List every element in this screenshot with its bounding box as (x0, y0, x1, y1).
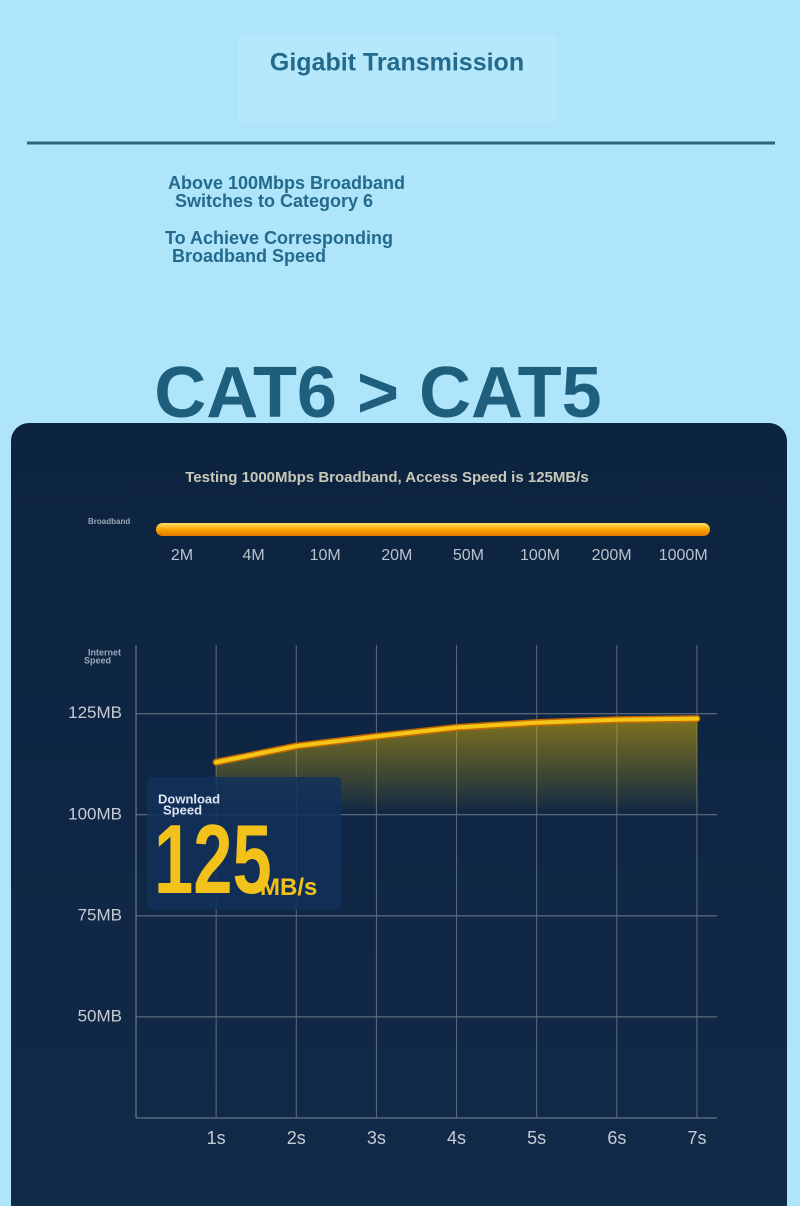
broadband-tick: 20M (381, 547, 412, 564)
title: Gigabit Transmission (270, 49, 524, 77)
note-line: Broadband Speed (172, 246, 326, 266)
broadband-tick: 200M (592, 547, 632, 564)
headline: CAT6 > CAT5 (154, 353, 601, 433)
y-axis-label: Internet (88, 647, 121, 657)
line (214, 716, 699, 765)
x-tick-label: 6s (607, 1128, 626, 1148)
plot: 50MB 75MB 100MB 125MB 1s 2s 3s 4s 5s 6s 7s (68, 645, 717, 1148)
callout-box (147, 777, 341, 910)
note-line: Above 100Mbps Broadband (168, 173, 405, 193)
broadband-tick: 2M (171, 547, 193, 564)
callout-label: Download (158, 791, 220, 806)
broadband-tick: 50M (453, 547, 484, 564)
x-tick-label: 5s (527, 1128, 546, 1148)
x-tick-label: 1s (207, 1128, 226, 1148)
y-tick-label: 125MB (68, 703, 122, 722)
x-tick-label: 7s (687, 1128, 706, 1148)
callout-label: Speed (163, 802, 202, 817)
broadband-tick: 100M (520, 547, 560, 564)
y-tick-label: 50MB (78, 1006, 122, 1025)
x-tick-label: 3s (367, 1128, 386, 1148)
y-tick-label: 100MB (68, 804, 122, 823)
y-axis-label: Speed (84, 655, 111, 665)
broadband-bar (156, 523, 710, 536)
broadband-tick: 1000M (659, 547, 708, 564)
callout-unit: MB/s (260, 874, 317, 901)
title-backdrop (238, 36, 556, 122)
x-tick-label: 2s (287, 1128, 306, 1148)
callout-value: 125 (154, 806, 272, 915)
panel-caption: Testing 1000Mbps Broadband, Access Speed… (185, 469, 588, 486)
note-line: Switches to Category 6 (175, 191, 373, 211)
x-tick-label: 4s (447, 1128, 466, 1148)
broadband-tick: 10M (310, 547, 341, 564)
broadband-tick: 4M (242, 547, 264, 564)
broadband-label: Broadband (88, 517, 130, 526)
y-tick-label: 75MB (78, 905, 122, 924)
note-line: To Achieve Corresponding (165, 228, 393, 248)
